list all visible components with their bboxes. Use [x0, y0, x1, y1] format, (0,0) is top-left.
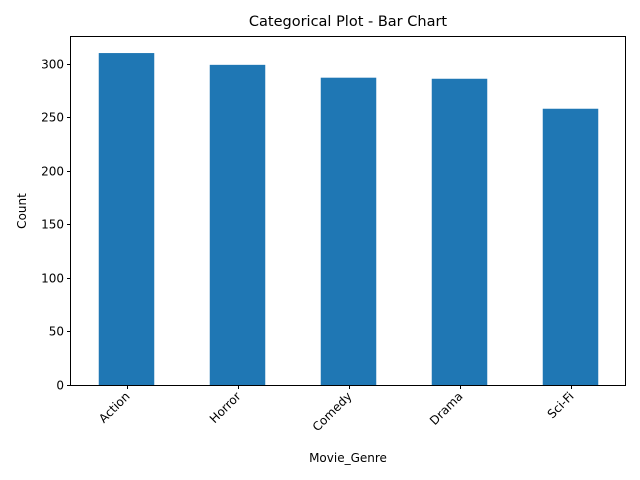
bar-horror [209, 64, 266, 385]
plot-frame [70, 36, 626, 386]
bar-drama [431, 78, 488, 385]
x-tick-label: Action [96, 389, 132, 425]
y-axis-label: Count [15, 193, 29, 229]
bar-comedy [320, 77, 377, 385]
bar-action [98, 53, 155, 386]
x-tick-label: Sci-Fi [545, 389, 577, 421]
y-tick-label: 250 [41, 111, 64, 125]
y-tick-label: 200 [41, 165, 64, 179]
bar-sci-fi [542, 108, 599, 385]
bars-group [98, 53, 599, 386]
y-tick-label: 100 [41, 272, 64, 286]
y-tick-label: 0 [56, 379, 64, 393]
y-tick-label: 150 [41, 218, 64, 232]
x-axis-ticks: Action Horror Comedy Drama Sci-Fi [96, 385, 577, 434]
y-axis-ticks: 0 50 100 150 200 250 300 [41, 58, 71, 393]
x-tick-label: Drama [427, 389, 466, 428]
x-axis-label: Movie_Genre [309, 451, 387, 465]
y-tick-label: 300 [41, 58, 64, 72]
x-tick-label: Horror [207, 389, 244, 426]
chart-title: Categorical Plot - Bar Chart [249, 14, 448, 30]
x-tick-label: Comedy [310, 389, 355, 434]
y-tick-label: 50 [49, 325, 64, 339]
